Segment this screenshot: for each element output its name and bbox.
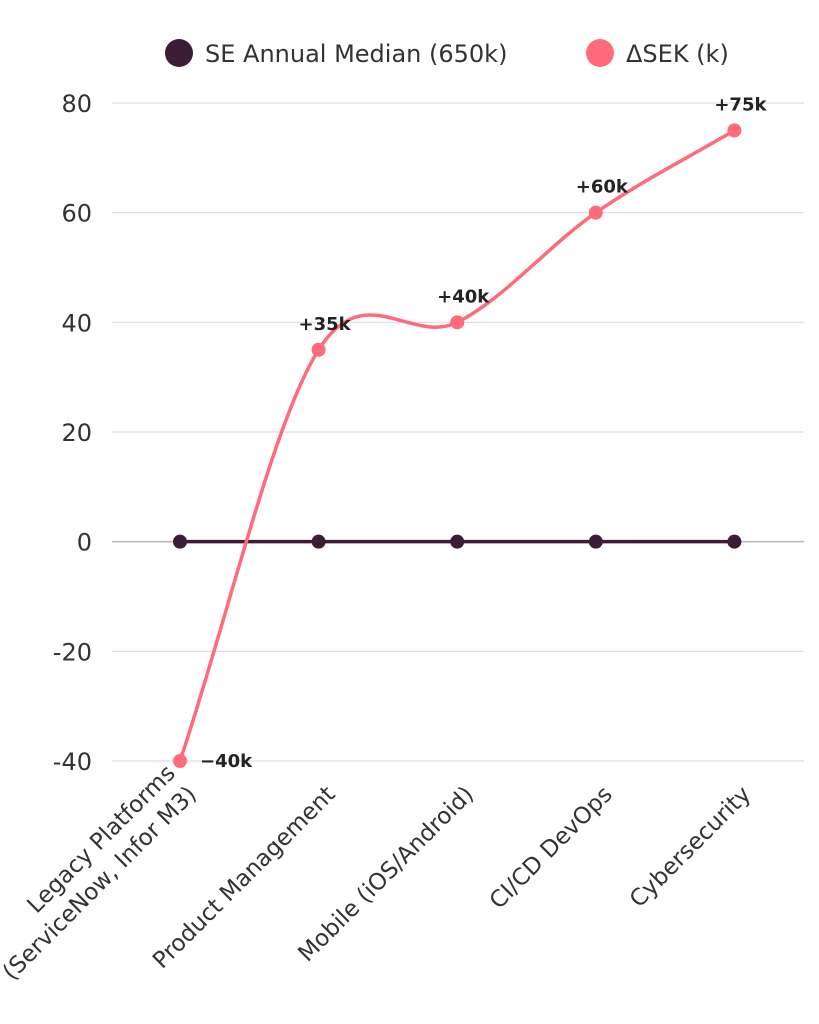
median-point [727, 534, 742, 549]
y-tick-label: 40 [61, 309, 92, 337]
x-tick-label: CI/CD DevOps [485, 782, 618, 915]
median-point [450, 534, 465, 549]
delta-point [727, 123, 742, 138]
delta-point [450, 315, 465, 330]
y-tick-label: 60 [61, 200, 92, 228]
y-tick-label: -20 [53, 638, 92, 666]
x-tick-label-line: CI/CD DevOps [485, 782, 618, 915]
y-tick-label: 0 [77, 529, 92, 557]
series-layer [173, 123, 742, 768]
median-point [588, 534, 603, 549]
legend: SE Annual Median (650k) ΔSEK (k) [165, 39, 729, 68]
y-tick-label: 20 [61, 419, 92, 447]
median-point [173, 534, 187, 549]
x-tick-label-line: Cybersecurity [625, 782, 756, 913]
median-point [311, 534, 326, 549]
delta-series-line [178, 128, 737, 763]
data-label: +75k [714, 94, 767, 115]
legend-marker [586, 39, 614, 67]
legend-label: SE Annual Median (650k) [205, 40, 507, 68]
delta-point [311, 342, 326, 357]
y-axis-ticks: 80 60 40 20 0 -20 -40 [53, 90, 92, 776]
data-label: +40k [437, 286, 490, 307]
data-label: +35k [299, 314, 352, 335]
x-axis-ticks: Legacy Platforms(ServiceNow, Infor M3)Pr… [0, 760, 756, 985]
y-tick-label: -40 [53, 748, 92, 776]
delta-point [173, 754, 187, 768]
legend-marker [165, 39, 193, 67]
delta-point [588, 205, 603, 220]
legend-label: ΔSEK (k) [626, 40, 729, 68]
y-tick-label: 80 [61, 90, 92, 118]
x-tick-label: Cybersecurity [625, 782, 756, 913]
data-labels: −40k +35k +40k +60k +75k [200, 94, 767, 772]
data-label: −40k [200, 751, 253, 772]
data-label: +60k [576, 177, 629, 198]
grid [112, 102, 804, 762]
